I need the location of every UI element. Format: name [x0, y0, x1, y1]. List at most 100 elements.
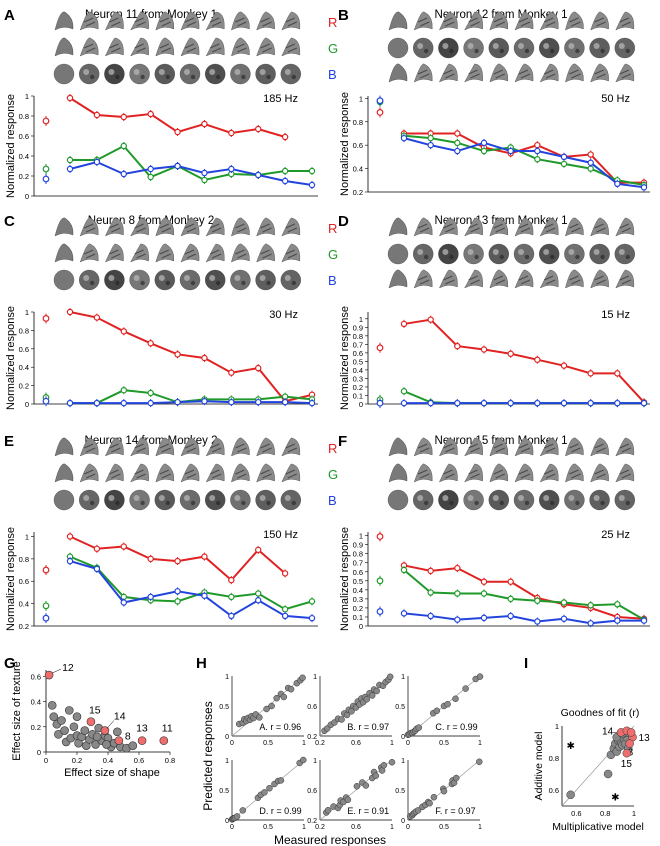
- stimulus-texture: [260, 17, 272, 27]
- stimulus-thumbnail: [130, 463, 149, 483]
- stimulus-thumbnail: [230, 269, 251, 291]
- x-tick-label: 0: [44, 756, 48, 765]
- data-point-G: [255, 590, 262, 597]
- scatter-point: [386, 673, 394, 680]
- y-tick-label: 0.8: [19, 555, 29, 564]
- data-point-R: [174, 351, 181, 358]
- data-point-R: [534, 141, 541, 149]
- x-tick-label: 0.8: [600, 809, 610, 818]
- stimulus-texture: [266, 280, 271, 286]
- stimulus-thumbnail: [79, 243, 99, 263]
- stimulus-thumbnail: [129, 269, 150, 291]
- neuron-panel-C: Neuron 8 from Monkey 2 RGB00.20.40.60.81N…: [5, 215, 338, 410]
- stimulus-texture: [115, 500, 120, 506]
- data-point-B: [454, 616, 461, 623]
- firing-rate-label: 15 Hz: [601, 309, 630, 321]
- stimulus-thumbnail: [489, 437, 509, 457]
- data-point-R: [507, 578, 514, 585]
- scatter-point: [261, 789, 268, 796]
- row-label-B: B: [328, 493, 337, 508]
- series-line-B: [403, 612, 644, 625]
- subplot-label: C. r = 0.99: [435, 722, 477, 732]
- data-point-G: [534, 597, 541, 604]
- data-point-B: [560, 615, 568, 622]
- stimulus-thumbnail: [413, 489, 434, 511]
- stimulus-texture: [449, 254, 454, 260]
- row-label-G: G: [328, 467, 338, 482]
- scatter-point: [280, 693, 288, 701]
- stimulus-thumbnail: [413, 243, 434, 265]
- data-point-B: [201, 398, 208, 405]
- stimulus-thumbnail: [104, 217, 124, 237]
- stimulus-texture: [417, 69, 430, 79]
- series-line-R: [403, 318, 645, 403]
- row-label-G: G: [328, 247, 338, 262]
- y-tick-label: 0.9: [353, 323, 363, 332]
- y-tick-label: 1: [225, 674, 229, 681]
- scatter-point: [54, 730, 63, 739]
- y-tick-label: 0.4: [19, 363, 29, 372]
- panel-letter-F: F: [338, 433, 347, 450]
- star-marker: ✱: [566, 741, 574, 752]
- y-tick-label: 0.6: [307, 704, 317, 711]
- stimulus-thumbnail: [53, 489, 75, 511]
- stimulus-row-B: [387, 489, 635, 511]
- stimulus-texture: [184, 17, 197, 27]
- stimulus-thumbnail: [179, 63, 201, 85]
- stimulus-texture: [140, 500, 145, 506]
- y-tick-label: 0.6: [31, 672, 41, 681]
- stimulus-texture: [83, 443, 96, 453]
- y-tick-label: 0.8: [353, 332, 363, 341]
- stimulus-thumbnail: [513, 489, 535, 511]
- stimulus-texture: [593, 495, 600, 501]
- stimulus-thumbnail: [130, 11, 149, 31]
- stimulus-texture: [493, 469, 506, 479]
- scatter-point: [57, 716, 66, 725]
- data-point-G: [427, 589, 434, 596]
- series-line-G: [403, 569, 645, 621]
- data-point-R: [427, 316, 434, 323]
- stimulus-thumbnail: [130, 37, 149, 57]
- stimulus-texture: [216, 500, 221, 506]
- stimulus-texture: [543, 69, 556, 79]
- row-label-G: G: [328, 41, 338, 56]
- stimulus-row-R: [388, 11, 635, 31]
- stimulus-thumbnail: [255, 269, 276, 291]
- data-point-G: [454, 139, 461, 147]
- stimulus-thumbnail: [281, 11, 301, 31]
- stimulus-texture: [209, 43, 222, 53]
- stimulus-thumbnail: [230, 489, 251, 511]
- stimulus-thumbnail: [388, 217, 408, 237]
- stimulus-texture: [159, 223, 172, 233]
- x-tick-label: 0.6: [571, 809, 581, 818]
- data-point-G: [587, 602, 594, 609]
- panel-letter-H: H: [196, 655, 207, 672]
- scatter-point-highlight: [86, 717, 96, 727]
- data-point-G: [400, 388, 408, 395]
- stimulus-texture: [209, 469, 222, 479]
- y-tick-label: 0.7: [353, 340, 363, 349]
- stimulus-texture: [417, 43, 424, 49]
- y-tick-label: 0.6: [353, 349, 363, 358]
- stimulus-texture: [618, 249, 625, 255]
- data-point-B: [560, 399, 568, 407]
- stimulus-row-R: [388, 217, 635, 237]
- scatter-point-highlight: [622, 748, 632, 758]
- stimulus-texture: [442, 495, 449, 501]
- stimulus-thumbnail: [614, 243, 635, 265]
- stimulus-thumbnail: [256, 243, 275, 263]
- data-point-G: [507, 595, 514, 603]
- data-point-G: [147, 173, 154, 181]
- stimulus-thumbnail: [281, 217, 301, 237]
- stimulus-thumbnail: [539, 489, 560, 511]
- stimulus-texture: [184, 275, 190, 281]
- stimulus-texture: [83, 495, 90, 501]
- stimulus-texture: [259, 495, 266, 501]
- data-point-R: [228, 369, 235, 376]
- x-tick-label: 0: [230, 824, 234, 831]
- stimulus-thumbnail: [205, 37, 225, 57]
- stimulus-thumbnail: [155, 217, 175, 237]
- stimulus-texture: [417, 443, 430, 453]
- stimulus-thumbnail: [104, 463, 124, 483]
- stimulus-thumbnail: [464, 63, 483, 83]
